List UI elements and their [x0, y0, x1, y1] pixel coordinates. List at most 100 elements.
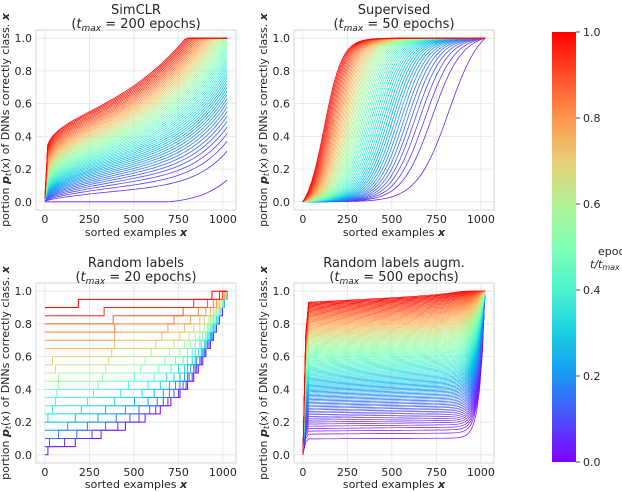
- series-line: [44, 37, 228, 200]
- panel-supervised: 0.0 0.2 0.4 0.6 0.8 1.0 0 250 500 750 1000 Superv…: [257, 3, 495, 239]
- y-tick-label: 0.0: [273, 196, 291, 209]
- series-line: [302, 290, 486, 455]
- x-tick-label: 250: [337, 466, 358, 479]
- colorbar-tick-label: 0.6: [583, 198, 601, 211]
- y-ticks: 0.0 0.2 0.4 0.6 0.8 1.0: [15, 32, 33, 209]
- series-line: [44, 290, 228, 308]
- series-line: [44, 290, 228, 366]
- y-axis-label: portion pt(x) of DNNs correctly class. x: [0, 12, 13, 227]
- series-line: [302, 291, 486, 455]
- series-line: [302, 291, 486, 455]
- series-line: [44, 62, 228, 200]
- series-line: [302, 291, 486, 455]
- series-line: [302, 291, 486, 455]
- series-line: [302, 291, 486, 455]
- y-tick-label: 0.4: [273, 130, 291, 143]
- series-line: [302, 290, 486, 455]
- series-line: [44, 48, 228, 200]
- series-line: [302, 290, 486, 455]
- series-line: [302, 291, 486, 455]
- series-line: [302, 291, 486, 455]
- series-line: [44, 290, 228, 382]
- series-line: [302, 291, 486, 455]
- series-line: [44, 65, 228, 200]
- y-tick-label: 0.0: [15, 196, 33, 209]
- series-line: [302, 291, 486, 455]
- x-tick-label: 0: [41, 213, 48, 226]
- series-line: [44, 37, 228, 199]
- series-line: [44, 94, 228, 201]
- series-line: [302, 290, 486, 455]
- curves: [302, 290, 486, 455]
- y-axis-label: portion pt(x) of DNNs correctly class. x: [257, 12, 271, 227]
- series-line: [44, 51, 228, 200]
- panel-title-line2: (tmax = 500 epochs): [329, 270, 458, 287]
- series-line: [302, 290, 486, 455]
- x-tick-label: 0: [299, 213, 306, 226]
- series-line: [44, 37, 228, 200]
- series-line: [302, 291, 486, 455]
- series-line: [44, 37, 228, 200]
- series-line: [302, 291, 486, 455]
- colorbar-tick-label: 1.0: [583, 26, 601, 39]
- series-line: [44, 150, 228, 202]
- y-tick-label: 0.6: [273, 351, 291, 364]
- series-line: [302, 291, 486, 455]
- series-line: [302, 291, 486, 455]
- series-line: [302, 291, 486, 455]
- series-line: [44, 68, 228, 200]
- series-line: [44, 37, 228, 200]
- series-line: [302, 291, 486, 455]
- series-line: [44, 74, 228, 201]
- series-line: [302, 291, 486, 455]
- y-tick-label: 1.0: [273, 285, 291, 298]
- series-line: [44, 54, 228, 200]
- y-tick-label: 0.6: [15, 351, 33, 364]
- y-ticks: 0.0 0.2 0.4 0.6 0.8 1.0: [15, 285, 33, 462]
- y-tick-label: 0.2: [15, 416, 33, 429]
- series-line: [302, 290, 486, 455]
- series-line: [302, 290, 486, 455]
- series-line: [302, 290, 486, 455]
- series-line: [302, 291, 486, 455]
- y-tick-label: 0.4: [273, 383, 291, 396]
- series-line: [302, 291, 486, 455]
- series-line: [44, 37, 228, 200]
- y-tick-label: 0.8: [273, 65, 291, 78]
- series-line: [302, 291, 486, 455]
- series-line: [302, 291, 486, 455]
- panel-random-labels: 0.0 0.2 0.4 0.6 0.8 1.0 0 250 500 750 1000 Random…: [0, 256, 237, 491]
- x-tick-label: 750: [168, 466, 189, 479]
- y-tick-label: 0.8: [15, 65, 33, 78]
- series-line: [302, 290, 486, 455]
- series-line: [302, 291, 486, 455]
- series-line: [302, 291, 486, 455]
- series-line: [302, 290, 486, 455]
- series-line: [302, 291, 486, 455]
- series-line: [44, 43, 228, 200]
- x-tick-label: 1000: [209, 213, 237, 226]
- series-line: [302, 290, 486, 455]
- series-line: [44, 290, 228, 349]
- series-line: [44, 37, 228, 199]
- series-line: [302, 290, 486, 455]
- series-line: [302, 290, 486, 455]
- series-line: [44, 83, 228, 201]
- panel-random-labels-augm: 0.0 0.2 0.4 0.6 0.8 1.0 0 250 500 750 1000 Random…: [257, 256, 495, 491]
- series-line: [302, 291, 486, 455]
- series-line: [302, 291, 486, 455]
- series-line: [302, 290, 486, 455]
- series-line: [302, 291, 486, 455]
- series-line: [44, 121, 228, 201]
- series-line: [44, 38, 228, 200]
- series-line: [302, 291, 486, 455]
- colorbar-tick-label: 0.0: [583, 456, 601, 469]
- y-axis-label: portion pt(x) of DNNs correctly class. x: [0, 265, 13, 480]
- x-tick-label: 750: [426, 466, 447, 479]
- series-line: [44, 111, 228, 201]
- x-ticks: 0 250 500 750 1000: [299, 213, 494, 226]
- x-tick-label: 0: [41, 466, 48, 479]
- series-line: [302, 291, 486, 455]
- panel-title-line2: (tmax = 50 epochs): [333, 17, 454, 34]
- series-line: [302, 290, 486, 455]
